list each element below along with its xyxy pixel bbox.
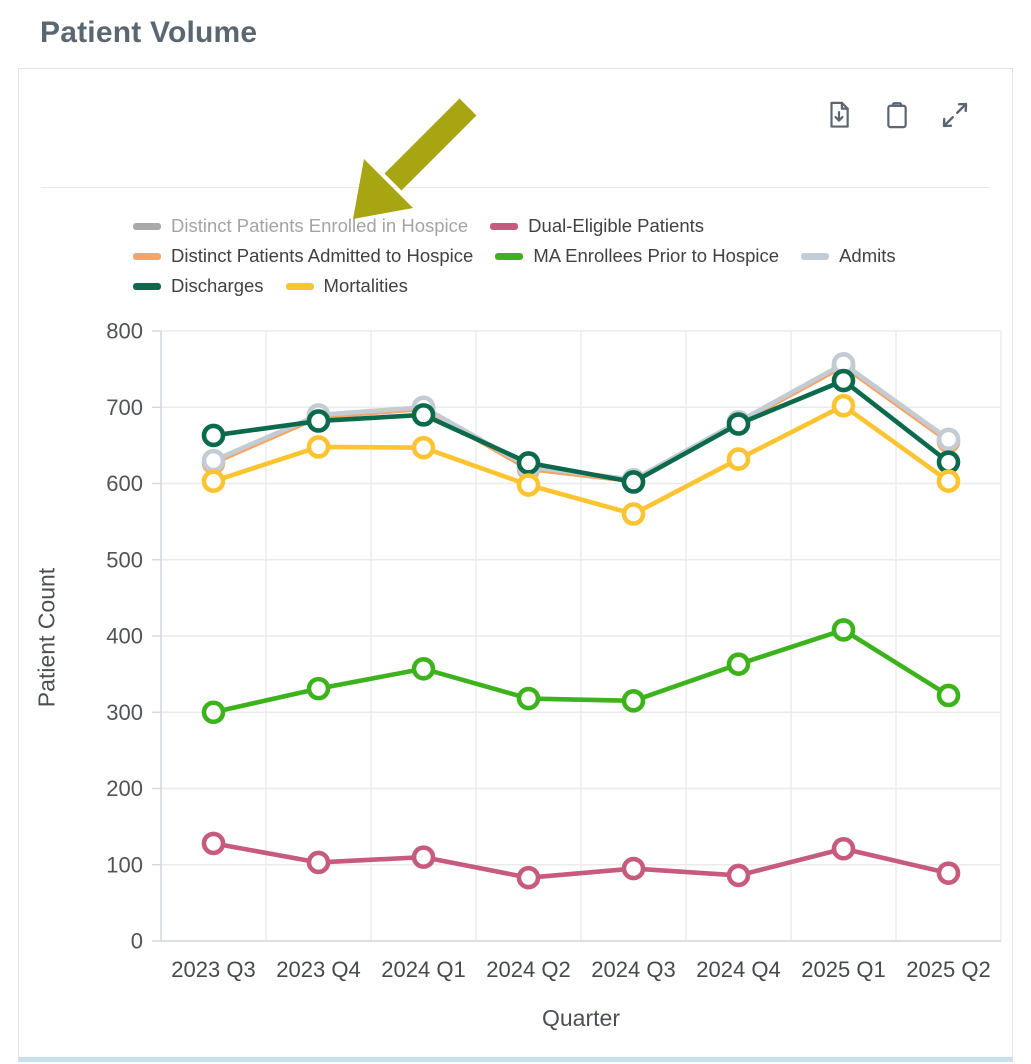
legend-item-mortalities[interactable]: Mortalities xyxy=(285,275,408,297)
x-tick-label: 2024 Q2 xyxy=(486,957,570,982)
data-point[interactable] xyxy=(621,470,646,494)
data-point[interactable] xyxy=(306,435,331,459)
legend-item-distinct-patients-admitted-to-hospice[interactable]: Distinct Patients Admitted to Hospice xyxy=(133,245,473,267)
series-discharges xyxy=(201,368,961,494)
data-point[interactable] xyxy=(621,856,646,881)
x-axis-title: Quarter xyxy=(542,1005,620,1031)
chart-legend: Distinct Patients Enrolled in Hospice Dua… xyxy=(133,215,896,297)
data-point[interactable] xyxy=(306,676,331,701)
gridlines xyxy=(160,330,1002,942)
x-tick-label: 2023 Q3 xyxy=(171,957,255,982)
legend-swatch xyxy=(285,282,314,290)
x-tick-label: 2024 Q3 xyxy=(591,957,675,982)
data-point[interactable] xyxy=(411,845,436,869)
data-point[interactable] xyxy=(831,618,856,642)
y-tick-label: 200 xyxy=(106,776,143,801)
y-tick-label: 700 xyxy=(106,395,143,420)
legend-swatch xyxy=(133,252,161,260)
data-point[interactable] xyxy=(936,469,961,494)
data-point[interactable] xyxy=(411,435,436,460)
data-point[interactable] xyxy=(201,448,226,473)
data-point[interactable] xyxy=(201,423,226,448)
y-tick-label: 800 xyxy=(106,319,143,344)
series-ma-enrollees-prior-to-hospice xyxy=(201,618,961,725)
data-point[interactable] xyxy=(621,502,646,526)
y-axis-ticks: 0 100 200 300 400 500 600 700 800 xyxy=(106,319,161,954)
data-point[interactable] xyxy=(516,686,541,711)
legend-item-dual-eligible-patients[interactable]: Dual-Eligible Patients xyxy=(490,215,704,237)
data-point[interactable] xyxy=(936,683,961,708)
data-point[interactable] xyxy=(831,393,856,418)
series-mortalities xyxy=(201,393,961,526)
legend-row: Distinct Patients Enrolled in Hospice Dua… xyxy=(133,215,896,237)
legend-item-label: Admits xyxy=(839,245,896,266)
series-dual-eligible-patients xyxy=(201,831,961,890)
data-point[interactable] xyxy=(726,412,751,436)
y-tick-label: 300 xyxy=(106,700,143,725)
data-point[interactable] xyxy=(516,473,541,497)
clipboard-icon[interactable] xyxy=(882,99,912,131)
legend-item-label: MA Enrollees Prior to Hospice xyxy=(533,245,780,266)
data-point[interactable] xyxy=(726,447,751,471)
legend-item-discharges[interactable]: Discharges xyxy=(133,275,264,297)
y-tick-label: 400 xyxy=(106,624,143,649)
y-axis-title: Patient Count xyxy=(33,567,60,708)
data-point[interactable] xyxy=(201,831,226,856)
legend-swatch xyxy=(490,222,519,230)
legend-item-label: Distinct Patients Enrolled in Hospice xyxy=(171,215,469,236)
chart-toolbar xyxy=(824,99,970,131)
x-axis-labels: 2023 Q3 2023 Q4 2024 Q1 2024 Q2 2024 Q3 2024 … xyxy=(171,957,990,982)
legend-row: Distinct Patients Admitted to Hospice MA … xyxy=(133,245,896,267)
data-point[interactable] xyxy=(831,836,856,861)
download-icon[interactable] xyxy=(824,99,854,131)
data-point[interactable] xyxy=(201,700,226,725)
annotation-arrow xyxy=(353,98,477,219)
legend-swatch xyxy=(801,252,830,260)
x-tick-label: 2024 Q4 xyxy=(696,957,780,982)
legend-item-label: Distinct Patients Admitted to Hospice xyxy=(171,245,474,266)
y-tick-label: 500 xyxy=(106,547,143,572)
chart-area: 0 100 200 300 400 500 600 700 800 2023 Q3 2023 Q4 2… xyxy=(19,69,1012,1056)
x-tick-label: 2025 Q1 xyxy=(801,957,885,982)
data-point[interactable] xyxy=(831,368,856,393)
legend-swatch xyxy=(495,252,524,260)
header-divider xyxy=(41,187,990,188)
legend-swatch xyxy=(133,282,161,290)
data-point[interactable] xyxy=(306,850,331,875)
y-tick-label: 0 xyxy=(131,929,143,954)
data-point[interactable] xyxy=(516,865,541,890)
y-tick-label: 600 xyxy=(106,471,143,496)
legend-item-label: Discharges xyxy=(171,275,264,296)
y-tick-label: 100 xyxy=(106,852,143,877)
x-tick-label: 2023 Q4 xyxy=(276,957,360,982)
legend-item-ma-enrollees-prior-to-hospice[interactable]: MA Enrollees Prior to Hospice xyxy=(495,245,779,267)
data-point[interactable] xyxy=(726,652,751,677)
data-point[interactable] xyxy=(726,863,751,888)
data-point[interactable] xyxy=(411,656,436,681)
data-point[interactable] xyxy=(306,409,331,433)
data-point[interactable] xyxy=(516,451,541,475)
data-point[interactable] xyxy=(936,450,961,474)
x-tick-label: 2025 Q2 xyxy=(906,957,990,982)
data-point[interactable] xyxy=(621,689,646,713)
x-tick-label: 2024 Q1 xyxy=(381,957,465,982)
legend-item-admits[interactable]: Admits xyxy=(801,245,896,267)
data-point[interactable] xyxy=(411,403,436,427)
legend-swatch xyxy=(133,222,161,230)
legend-row: Discharges Mortalities xyxy=(133,275,896,297)
page-title: Patient Volume xyxy=(40,16,258,49)
legend-item-label: Mortalities xyxy=(323,275,408,296)
legend-item-label: Dual-Eligible Patients xyxy=(528,215,705,236)
expand-icon[interactable] xyxy=(940,99,970,131)
chart-card: Distinct Patients Enrolled in Hospice Dua… xyxy=(18,68,1013,1062)
data-point[interactable] xyxy=(201,469,226,494)
data-point[interactable] xyxy=(936,861,961,885)
legend-item-distinct-patients-enrolled-in-hospice[interactable]: Distinct Patients Enrolled in Hospice xyxy=(133,215,468,237)
data-point[interactable] xyxy=(936,427,961,452)
